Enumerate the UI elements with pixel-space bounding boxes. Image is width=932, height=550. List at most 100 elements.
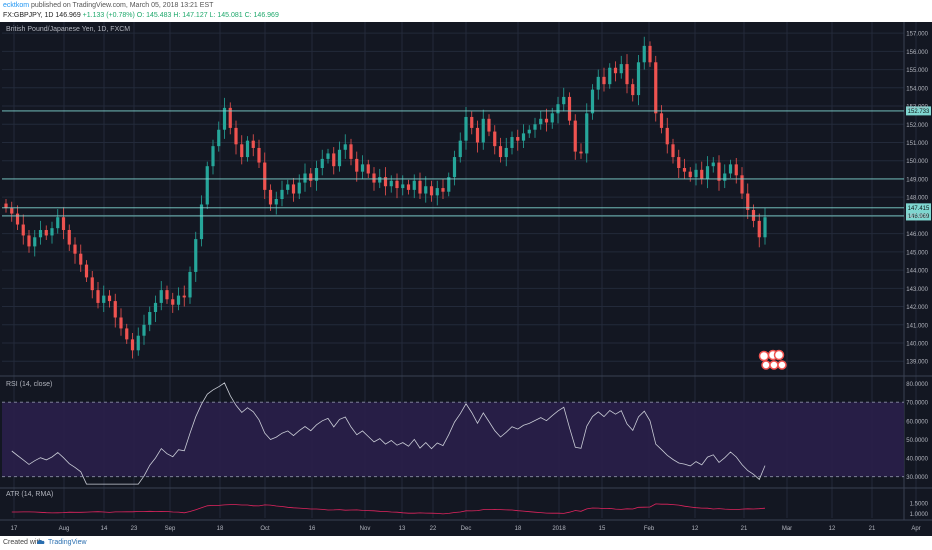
candle-body[interactable] bbox=[107, 295, 112, 302]
candle-body[interactable] bbox=[746, 193, 750, 210]
candle-body[interactable] bbox=[602, 76, 606, 85]
candle-body[interactable] bbox=[234, 127, 238, 145]
candle-body[interactable] bbox=[286, 184, 290, 190]
candle-body[interactable] bbox=[734, 164, 738, 176]
candle-body[interactable] bbox=[648, 45, 652, 63]
candle-body[interactable] bbox=[728, 164, 733, 174]
candle-body[interactable] bbox=[96, 290, 100, 303]
candle-body[interactable] bbox=[21, 224, 25, 236]
candle-body[interactable] bbox=[631, 84, 635, 96]
candle-body[interactable] bbox=[510, 137, 514, 148]
candle-body[interactable] bbox=[487, 118, 491, 132]
candle-body[interactable] bbox=[539, 118, 543, 125]
candle-body[interactable] bbox=[10, 208, 14, 214]
candle-body[interactable] bbox=[694, 169, 698, 178]
candle-body[interactable] bbox=[372, 173, 376, 183]
horizontal-levels[interactable]: 152.733 147.415 146.969 bbox=[2, 106, 931, 221]
candle-body[interactable] bbox=[642, 45, 646, 63]
candle-body[interactable] bbox=[326, 153, 330, 159]
candle-body[interactable] bbox=[671, 144, 675, 158]
candle-body[interactable] bbox=[383, 177, 388, 187]
candle-body[interactable] bbox=[102, 295, 106, 303]
candle-body[interactable] bbox=[498, 146, 503, 158]
candle-body[interactable] bbox=[619, 64, 623, 74]
candle-body[interactable] bbox=[573, 120, 577, 152]
candle-body[interactable] bbox=[360, 164, 365, 172]
candlestick-series[interactable] bbox=[4, 36, 767, 359]
candle-body[interactable] bbox=[740, 175, 744, 194]
candle-body[interactable] bbox=[550, 113, 554, 123]
tradingview-brand[interactable]: TradingView bbox=[48, 539, 87, 546]
candle-body[interactable] bbox=[527, 129, 531, 134]
candle-body[interactable] bbox=[67, 229, 71, 245]
candle-body[interactable] bbox=[61, 217, 66, 230]
candle-body[interactable] bbox=[119, 317, 123, 329]
candle-body[interactable] bbox=[79, 253, 83, 265]
candle-body[interactable] bbox=[366, 164, 370, 174]
candle-body[interactable] bbox=[355, 158, 359, 172]
candle-body[interactable] bbox=[625, 64, 629, 85]
candle-body[interactable] bbox=[585, 113, 589, 154]
candle-body[interactable] bbox=[544, 118, 549, 123]
candle-body[interactable] bbox=[464, 116, 468, 141]
candle-body[interactable] bbox=[15, 213, 20, 225]
candle-body[interactable] bbox=[395, 180, 399, 189]
candle-body[interactable] bbox=[245, 140, 250, 158]
candle-body[interactable] bbox=[257, 147, 261, 163]
candle-body[interactable] bbox=[763, 217, 767, 238]
candle-body[interactable] bbox=[165, 290, 169, 300]
candle-body[interactable] bbox=[688, 171, 692, 178]
candle-body[interactable] bbox=[424, 186, 428, 194]
candle-body[interactable] bbox=[274, 199, 278, 205]
candle-body[interactable] bbox=[263, 162, 267, 190]
candle-body[interactable] bbox=[194, 239, 198, 272]
candle-body[interactable] bbox=[343, 144, 347, 150]
candle-body[interactable] bbox=[113, 301, 117, 318]
rsi-line[interactable] bbox=[11, 382, 766, 485]
candle-body[interactable] bbox=[182, 295, 186, 298]
candle-body[interactable] bbox=[504, 147, 508, 158]
tradingview-chart[interactable]: 80.0000 70.0000 60.0000 50.0000 40.0000 30.00… bbox=[0, 0, 932, 536]
candle-body[interactable] bbox=[659, 113, 664, 128]
candle-body[interactable] bbox=[337, 149, 342, 167]
candle-body[interactable] bbox=[211, 146, 215, 167]
candle-body[interactable] bbox=[84, 264, 89, 278]
candle-body[interactable] bbox=[447, 177, 451, 192]
candle-body[interactable] bbox=[751, 209, 756, 221]
candle-body[interactable] bbox=[332, 153, 336, 167]
candle-body[interactable] bbox=[470, 116, 474, 128]
candle-body[interactable] bbox=[378, 177, 382, 183]
candle-body[interactable] bbox=[136, 335, 140, 351]
candle-body[interactable] bbox=[130, 339, 135, 351]
candle-body[interactable] bbox=[567, 96, 572, 121]
candle-body[interactable] bbox=[314, 168, 319, 181]
candle-body[interactable] bbox=[125, 328, 129, 340]
candle-body[interactable] bbox=[562, 96, 566, 105]
candle-body[interactable] bbox=[636, 62, 641, 96]
candle-body[interactable] bbox=[452, 157, 457, 178]
candle-body[interactable] bbox=[176, 295, 181, 305]
candle-body[interactable] bbox=[677, 157, 681, 169]
candle-body[interactable] bbox=[418, 180, 422, 194]
candle-body[interactable] bbox=[188, 271, 192, 298]
candle-body[interactable] bbox=[251, 140, 255, 148]
candle-body[interactable] bbox=[73, 244, 77, 254]
candle-body[interactable] bbox=[4, 203, 8, 209]
candle-body[interactable] bbox=[521, 133, 526, 141]
candle-body[interactable] bbox=[475, 127, 480, 143]
atr-pane[interactable]: 1.5000 1.0000 bbox=[11, 501, 929, 518]
candle-body[interactable] bbox=[349, 144, 353, 159]
candle-body[interactable] bbox=[608, 67, 612, 85]
candle-body[interactable] bbox=[159, 290, 163, 303]
candle-body[interactable] bbox=[654, 62, 658, 114]
candle-body[interactable] bbox=[153, 302, 158, 313]
candle-body[interactable] bbox=[56, 217, 60, 229]
candle-body[interactable] bbox=[682, 168, 687, 172]
candle-body[interactable] bbox=[493, 131, 497, 147]
candle-body[interactable] bbox=[757, 220, 761, 238]
candle-body[interactable] bbox=[429, 186, 434, 196]
candle-body[interactable] bbox=[148, 312, 152, 325]
candle-body[interactable] bbox=[199, 204, 204, 240]
candle-body[interactable] bbox=[50, 228, 54, 236]
candle-body[interactable] bbox=[228, 107, 232, 128]
